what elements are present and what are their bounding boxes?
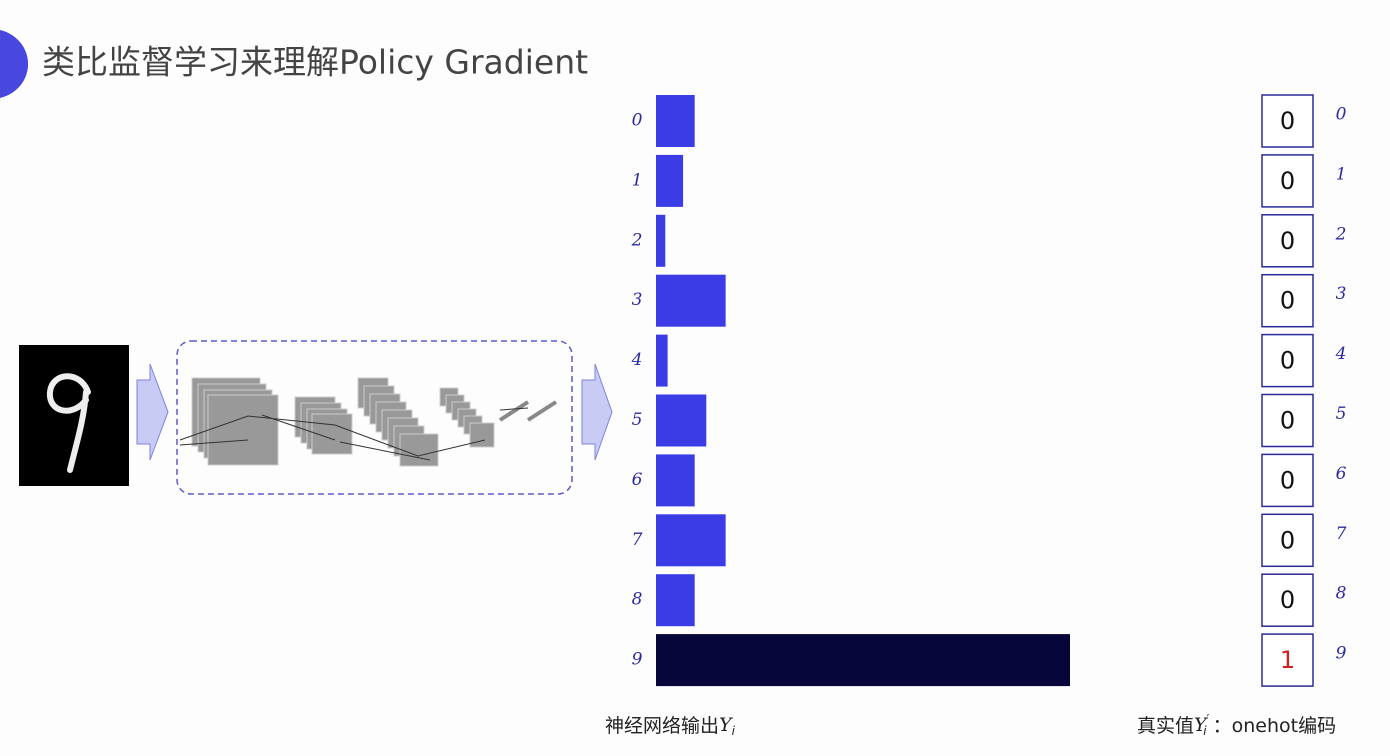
y-tick-label: 2: [631, 230, 643, 250]
onehot-box: [1261, 513, 1314, 568]
label-subscript: i: [1203, 724, 1207, 738]
y-tick-label: 5: [632, 410, 643, 430]
onehot-value: 0: [1280, 167, 1295, 195]
onehot-box: [1261, 214, 1314, 268]
title-marker: [0, 30, 28, 98]
y-tick-label: 9: [632, 650, 643, 670]
onehot-value: 0: [1280, 586, 1295, 614]
bar: [656, 334, 668, 387]
label-prime: ′: [1207, 712, 1210, 726]
label-symbol: Y: [1194, 714, 1209, 736]
bar: [656, 95, 695, 147]
y-tick-label: 0: [632, 111, 643, 131]
arrow: [136, 363, 169, 461]
onehot-class-label: 9: [1336, 644, 1347, 664]
onehot-value: 0: [1280, 526, 1295, 554]
onehot-class-label: 6: [1336, 464, 1347, 484]
label-subscript: i: [732, 724, 736, 738]
onehot-value: 0: [1280, 407, 1295, 435]
y-tick-label: 3: [632, 290, 643, 310]
onehot-class-label: 5: [1336, 404, 1347, 424]
slide-title: 类比监督学习来理解Policy Gradient: [42, 43, 588, 82]
bar: [656, 514, 726, 567]
y-tick-label: 6: [632, 470, 643, 490]
handwritten-digit: [46, 373, 91, 473]
bar: [656, 634, 1070, 687]
bar: [656, 574, 695, 627]
onehot-box: [1261, 154, 1314, 208]
onehot-class-label: 4: [1335, 344, 1347, 364]
onehot-box: [1261, 273, 1314, 328]
onehot-box: [1261, 393, 1314, 448]
onehot-box: [1261, 573, 1314, 627]
y-tick-label: 1: [632, 170, 643, 190]
onehot-value: 1: [1280, 646, 1295, 674]
onehot-value: 0: [1280, 466, 1295, 494]
onehot-box: [1261, 94, 1314, 148]
label-symbol: Y: [719, 714, 734, 736]
arrow: [581, 363, 613, 461]
onehot-box: [1261, 333, 1314, 388]
onehot-value: 0: [1280, 287, 1295, 315]
label-text: 神经网络输出: [605, 715, 719, 737]
onehot-class-label: 1: [1336, 164, 1347, 184]
onehot-value: 0: [1280, 107, 1295, 135]
y-tick-label: 7: [632, 530, 643, 550]
cnn-diagram: [179, 377, 558, 467]
x-axis-label: 神经网络输出Yi: [605, 714, 736, 738]
bar: [656, 454, 695, 507]
target-label: 真实值Y′ i ：onehot编码: [1137, 712, 1336, 738]
onehot-class-label: 7: [1336, 524, 1347, 544]
y-tick-label: 4: [631, 350, 643, 370]
label-suffix: ：onehot编码: [1213, 715, 1336, 737]
label-text: 真实值: [1137, 715, 1194, 737]
onehot-box: [1261, 633, 1314, 687]
bar: [656, 274, 726, 327]
bar: [656, 154, 684, 207]
onehot-value: 0: [1280, 227, 1295, 255]
onehot-box: [1261, 453, 1314, 508]
onehot-class-label: 8: [1336, 584, 1347, 604]
onehot-class-label: 0: [1336, 105, 1347, 125]
onehot-value: 0: [1280, 347, 1295, 375]
onehot-class-label: 3: [1336, 284, 1347, 304]
bar: [656, 214, 666, 267]
y-tick-label: 8: [632, 590, 643, 610]
onehot-class-label: 2: [1335, 224, 1347, 244]
network-box: [176, 340, 573, 495]
bar: [656, 394, 707, 447]
